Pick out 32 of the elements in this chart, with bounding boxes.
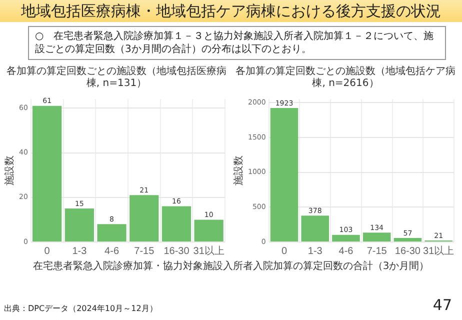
bar (332, 234, 360, 242)
x-tick-label: 0 (281, 246, 288, 257)
x-tick-label: 7-15 (134, 246, 155, 257)
bar (270, 108, 298, 242)
y-axis-title: 施設数 (4, 156, 16, 186)
x-tick-label: 0 (44, 246, 50, 257)
text: 地域包括医療病棟・地域包括ケア病棟における後方支援の状況 (0, 0, 462, 22)
x-tick-label: 16-30 (164, 246, 190, 257)
bar (130, 195, 159, 242)
bar (32, 106, 62, 242)
y-axis-title: 施設数 (232, 156, 245, 186)
x-tick-label: 16-30 (394, 246, 421, 257)
x-tick-label: 7-15 (366, 246, 388, 257)
text: 47 (432, 296, 452, 314)
x-axis-title: 在宅患者緊急入院診療加算・協力対象施設入所者入院加算の算定回数の合計（3か月間） (32, 261, 430, 273)
bar (97, 224, 126, 242)
x-tick-label: 4-6 (104, 246, 120, 257)
bar (394, 238, 422, 242)
x-tick-label: 1-3 (72, 246, 88, 257)
bar (162, 206, 192, 242)
bar (194, 220, 224, 242)
bar (362, 232, 391, 242)
chart-title: 各加算の算定回数ごとの施設数（地域包括ケア病棟, n=2616） (234, 66, 456, 91)
bar (301, 216, 329, 242)
source-note: 出典：DPCデータ（2024年10月～12月） (4, 303, 158, 314)
x-tick-label: 31以上 (193, 244, 224, 257)
text: ○ 在宅患者緊急入院診療加算１－３と協力対象施設入所者入院加算１－２について、施設ごとの算定回数（3か月間の合計）の分布は以下のとおり。 (28, 26, 446, 60)
x-tick-label: 31以上 (423, 244, 454, 257)
x-tick-label: 4-6 (338, 246, 354, 257)
chart-title: 各加算の算定回数ごとの施設数（地域包括医療病棟, n=131） (6, 66, 228, 91)
x-tick-label: 1-3 (308, 246, 323, 257)
bar (64, 208, 94, 242)
